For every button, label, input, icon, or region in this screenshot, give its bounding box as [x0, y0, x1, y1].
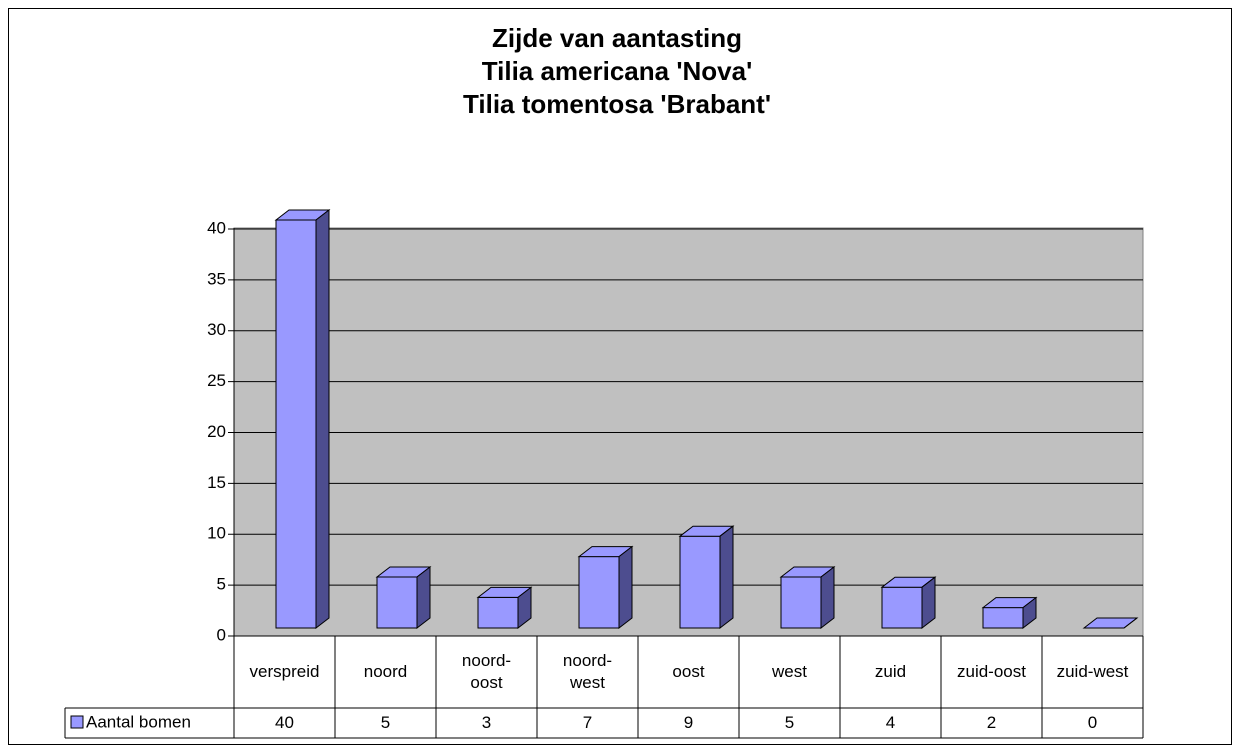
- table-value: 0: [1087, 713, 1098, 732]
- bar-front: [275, 219, 317, 629]
- table-value: 40: [275, 713, 294, 732]
- x-tick-label: noord- west: [562, 651, 613, 692]
- y-tick-label: 25: [207, 371, 226, 390]
- legend-label: Aantal bomen: [86, 712, 191, 731]
- x-tick-label: west: [772, 662, 807, 681]
- bar-side: [1022, 596, 1037, 630]
- bar: [880, 576, 937, 630]
- x-tick-label: zuid-west: [1056, 662, 1129, 681]
- y-tick-label: 40: [207, 218, 226, 237]
- y-tick-label: 35: [207, 269, 226, 288]
- bar: [678, 525, 735, 630]
- table-value: 7: [582, 713, 593, 732]
- table-value: 2: [986, 713, 997, 732]
- bar-side: [517, 586, 532, 630]
- bar: [274, 208, 331, 630]
- chart-title: Zijde van aantasting Tilia americana 'No…: [462, 23, 772, 119]
- x-tick-label: noord- oost: [461, 651, 512, 692]
- bar: [577, 545, 634, 630]
- bar-front: [780, 576, 822, 629]
- table-value: 3: [481, 713, 492, 732]
- bar: [779, 565, 836, 630]
- bar-side: [618, 545, 633, 630]
- y-tick-label: 30: [207, 320, 226, 339]
- bar-front: [982, 607, 1024, 629]
- x-tick-label: zuid-oost: [957, 662, 1026, 681]
- x-tick-label: verspreid: [249, 662, 320, 681]
- bar: [375, 565, 432, 630]
- bar-side: [1123, 617, 1138, 629]
- table-value: 9: [683, 713, 694, 732]
- table-value: 4: [885, 713, 896, 732]
- bar-front: [578, 556, 620, 629]
- bar-side: [315, 208, 330, 630]
- legend-key: [70, 715, 84, 729]
- y-tick-label: 5: [217, 575, 226, 594]
- bar: [1082, 617, 1139, 629]
- bar-side: [719, 525, 734, 630]
- bar-front: [376, 576, 418, 629]
- bar-side: [820, 565, 835, 630]
- bar-side: [416, 565, 431, 630]
- bar-side: [921, 576, 936, 630]
- y-tick-label: 15: [207, 473, 226, 492]
- bar: [981, 596, 1038, 630]
- x-tick-label: noord: [363, 662, 408, 681]
- bar-front: [881, 586, 923, 629]
- x-tick-label: zuid: [874, 662, 907, 681]
- bar-front: [679, 535, 721, 629]
- y-tick-label: 20: [207, 422, 226, 441]
- table-value: 5: [380, 713, 391, 732]
- bar: [476, 586, 533, 630]
- table-value: 5: [784, 713, 795, 732]
- x-tick-label: oost: [672, 662, 705, 681]
- y-tick-label: 10: [207, 524, 226, 543]
- bar-front: [477, 596, 519, 629]
- y-tick-label: 0: [217, 625, 226, 644]
